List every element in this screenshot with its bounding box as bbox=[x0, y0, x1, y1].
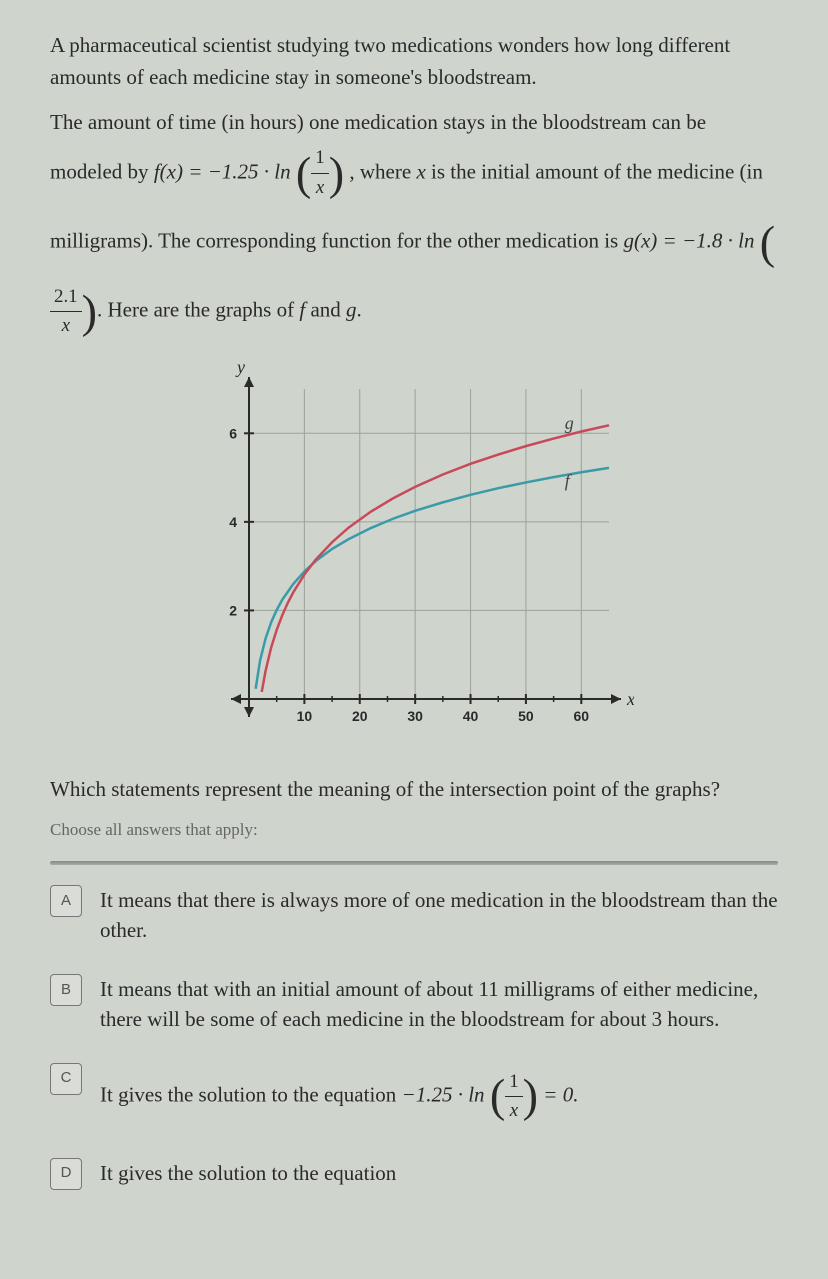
choice-b[interactable]: B It means that with an initial amount o… bbox=[50, 974, 778, 1035]
svg-text:g: g bbox=[565, 413, 574, 433]
paragraph-1: A pharmaceutical scientist studying two … bbox=[50, 30, 778, 93]
svg-text:30: 30 bbox=[407, 708, 423, 724]
svg-text:60: 60 bbox=[574, 708, 590, 724]
choice-d-text: It gives the solution to the equation bbox=[100, 1158, 778, 1188]
c-frac: 1x bbox=[505, 1068, 522, 1124]
instruction-text: Choose all answers that apply: bbox=[50, 817, 778, 843]
question-text: Which statements represent the meaning o… bbox=[50, 774, 778, 806]
f-expr: f(x) = −1.25 · ln bbox=[154, 159, 291, 183]
svg-text:40: 40 bbox=[463, 708, 479, 724]
c-lparen: ( bbox=[490, 1070, 505, 1121]
choice-c-text: It gives the solution to the equation −1… bbox=[100, 1063, 778, 1130]
gsym: g bbox=[346, 298, 357, 322]
frac-1-x: 1x bbox=[311, 144, 328, 202]
p2f: . bbox=[357, 298, 362, 322]
svg-text:4: 4 bbox=[229, 514, 237, 530]
lparen: ( bbox=[296, 148, 311, 199]
function-chart: 102030405060246xyfg bbox=[194, 364, 634, 744]
choice-box-d[interactable]: D bbox=[50, 1158, 82, 1190]
choice-c[interactable]: C It gives the solution to the equation … bbox=[50, 1063, 778, 1130]
chart-container: 102030405060246xyfg bbox=[50, 364, 778, 754]
svg-text:6: 6 bbox=[229, 426, 237, 442]
choice-a-text: It means that there is always more of on… bbox=[100, 885, 778, 946]
svg-text:20: 20 bbox=[352, 708, 368, 724]
frac-21-x: 2.1x bbox=[50, 283, 82, 341]
divider bbox=[50, 861, 778, 865]
choice-d[interactable]: D It gives the solution to the equation bbox=[50, 1158, 778, 1190]
paragraph-2: The amount of time (in hours) one medica… bbox=[50, 107, 778, 346]
rparen2: ) bbox=[82, 286, 97, 337]
p2b: , where bbox=[349, 159, 416, 183]
c-pre: It gives the solution to the equation bbox=[100, 1082, 402, 1106]
choice-box-b[interactable]: B bbox=[50, 974, 82, 1006]
svg-text:x: x bbox=[626, 689, 634, 709]
svg-text:10: 10 bbox=[297, 708, 313, 724]
svg-text:y: y bbox=[235, 364, 245, 377]
var-x: x bbox=[416, 159, 425, 183]
problem-stem: A pharmaceutical scientist studying two … bbox=[50, 30, 778, 346]
c-post: = 0. bbox=[543, 1082, 578, 1106]
g-expr: g(x) = −1.8 · ln bbox=[623, 228, 754, 252]
p2d: . Here are the graphs of bbox=[97, 298, 299, 322]
c-rparen: ) bbox=[523, 1070, 538, 1121]
choice-a[interactable]: A It means that there is always more of … bbox=[50, 885, 778, 946]
p2e: and bbox=[305, 298, 346, 322]
svg-text:2: 2 bbox=[229, 603, 237, 619]
svg-text:50: 50 bbox=[518, 708, 534, 724]
choice-b-text: It means that with an initial amount of … bbox=[100, 974, 778, 1035]
lparen2: ( bbox=[760, 217, 775, 268]
choice-box-a[interactable]: A bbox=[50, 885, 82, 917]
c-eq: −1.25 · ln bbox=[402, 1082, 485, 1106]
choice-box-c[interactable]: C bbox=[50, 1063, 82, 1095]
rparen: ) bbox=[329, 148, 344, 199]
